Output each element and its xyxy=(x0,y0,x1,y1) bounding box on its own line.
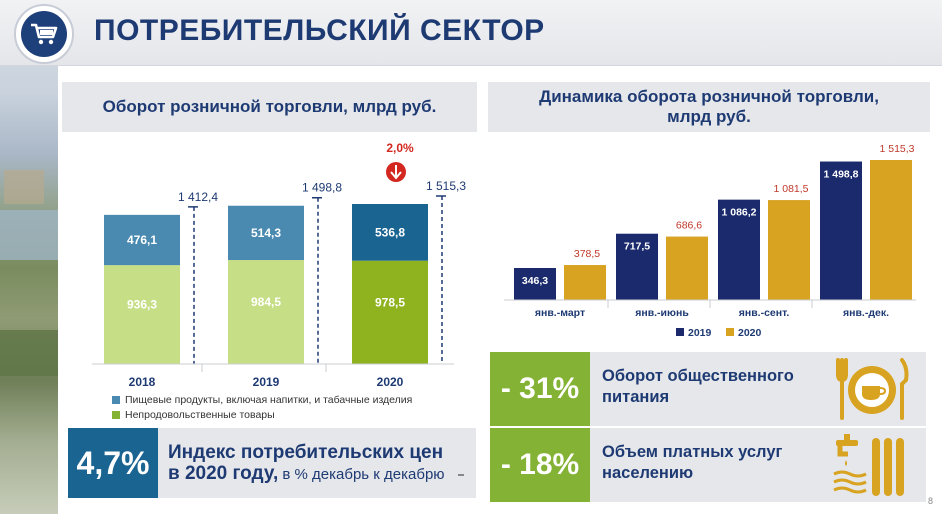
left-legend: Пищевые продукты, включая напитки, и таб… xyxy=(112,394,412,424)
stat-catering: - 31% Оборот общественного питания xyxy=(490,352,926,426)
photo-field xyxy=(0,330,58,376)
right-panel-title: Динамика оборота розничной торговли, млр… xyxy=(488,82,930,132)
x-tick-2: янв.-сент. xyxy=(739,307,790,319)
bar-2019-2 xyxy=(718,199,760,300)
x-tick-0: янв.-март xyxy=(535,307,585,319)
bar-nonfood-2018 xyxy=(104,214,180,266)
page-title: ПОТРЕБИТЕЛЬСКИЙ СЕКТОР xyxy=(94,14,545,47)
retail-dynamics-chart: 346,3 378,5 янв.-март 717,5 686,6 янв.-июнь 1 … xyxy=(504,143,916,339)
bar-food-2019 xyxy=(228,260,304,364)
stat-value: - 18% xyxy=(490,428,590,502)
legend-swatch-2020 xyxy=(726,328,734,336)
bar-food-2018 xyxy=(104,265,180,364)
legend-item-food: Пищевые продукты, включая напитки, и таб… xyxy=(112,394,412,406)
legend-swatch-nonfood xyxy=(112,411,120,419)
bar-2020-0 xyxy=(564,265,606,300)
utilities-tap-icon xyxy=(833,434,904,496)
photo-water xyxy=(0,210,58,260)
label-2020-0: 378,5 xyxy=(574,248,600,260)
cpi-text: Индекс потребительских цен в 2020 году, … xyxy=(168,442,445,484)
label-2019-1: 717,5 xyxy=(624,241,650,253)
bar-2019-0 xyxy=(514,268,556,300)
page-number: 8 xyxy=(928,496,934,506)
stat-paid-services: - 18% Объем платных услуг населению xyxy=(490,428,926,502)
label-nonfood-2018: 476,1 xyxy=(127,233,157,247)
label-2019-3: 1 498,8 xyxy=(823,169,858,181)
legend-label-2019: 2019 xyxy=(688,327,712,339)
bar-2020-2 xyxy=(768,200,810,300)
x-tick-1: янв.-июнь xyxy=(635,307,689,319)
arrow-down-glyph xyxy=(390,165,402,180)
label-2020-3: 1 515,3 xyxy=(879,143,914,155)
legend-label-2020: 2020 xyxy=(738,327,762,339)
change-badge-label: 2,0% xyxy=(386,141,414,155)
bar-2019-1 xyxy=(616,233,658,300)
left-panel-title: Оборот розничной торговли, млрд руб. xyxy=(62,82,477,132)
bar-2020-3 xyxy=(870,160,912,300)
bar-nonfood-2020 xyxy=(352,204,428,261)
label-food-2020: 978,5 xyxy=(375,295,405,309)
legend-swatch-2019 xyxy=(676,328,684,336)
label-nonfood-2019: 514,3 xyxy=(251,226,281,240)
bar-nonfood-2019 xyxy=(228,205,304,261)
logo xyxy=(14,4,74,64)
legend-swatch-food xyxy=(112,396,120,404)
shopping-cart-icon xyxy=(31,23,58,45)
cpi-box: 4,7% Индекс потребительских цен в 2020 г… xyxy=(68,428,476,498)
cpi-value: 4,7% xyxy=(68,428,158,498)
total-label-2020: 1 515,3 xyxy=(426,179,466,193)
x-tick-2020: 2020 xyxy=(377,375,404,389)
stat-value: - 31% xyxy=(490,352,590,426)
label-2020-2: 1 081,5 xyxy=(773,183,808,195)
bar-2020-1 xyxy=(666,236,708,300)
label-2020-1: 686,6 xyxy=(676,220,702,232)
page-header: ПОТРЕБИТЕЛЬСКИЙ СЕКТОР xyxy=(0,0,942,66)
background-photo xyxy=(0,0,58,514)
photo-building xyxy=(4,170,44,204)
total-label-2019: 1 498,8 xyxy=(302,181,342,195)
bar-food-2020 xyxy=(352,260,428,364)
total-label-2018: 1 412,4 xyxy=(178,190,218,204)
label-2019-2: 1 086,2 xyxy=(721,207,756,219)
retail-turnover-stacked-chart: 936,3 476,1 1 412,4 2018 984,5 514,3 1 498,8 20… xyxy=(62,134,468,424)
label-food-2019: 984,5 xyxy=(251,295,281,309)
bar-2019-3 xyxy=(820,161,862,300)
restaurant-plate-icon xyxy=(836,358,909,420)
label-2019-0: 346,3 xyxy=(522,275,548,287)
x-tick-3: янв.-дек. xyxy=(843,307,889,319)
legend-item-nonfood: Непродовольственные товары xyxy=(112,409,412,421)
x-tick-2018: 2018 xyxy=(129,375,156,389)
x-tick-2019: 2019 xyxy=(253,375,280,389)
label-nonfood-2020: 536,8 xyxy=(375,225,405,239)
divider xyxy=(458,474,464,476)
label-food-2018: 936,3 xyxy=(127,298,157,312)
